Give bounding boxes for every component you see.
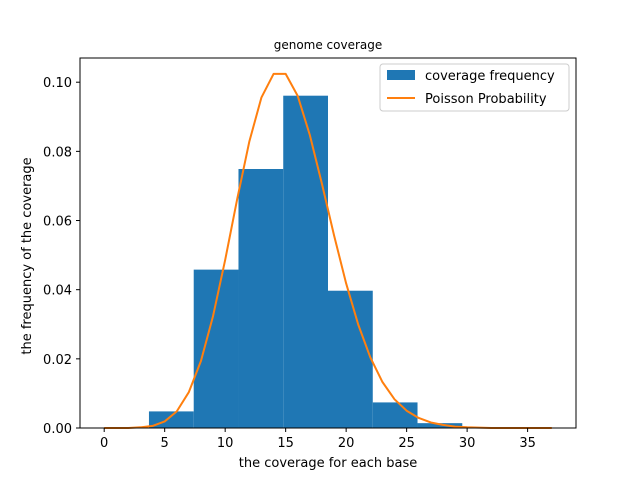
x-tick-label-0: 0 bbox=[100, 436, 108, 451]
y-tick-label-0: 0.00 bbox=[43, 422, 72, 437]
x-tick-label-4: 20 bbox=[338, 436, 355, 451]
x-axis-label: the coverage for each base bbox=[239, 456, 417, 471]
y-tick-label-1: 0.02 bbox=[43, 353, 72, 368]
legend-histogram-label: coverage frequency bbox=[425, 69, 555, 84]
x-tick-label-6: 30 bbox=[459, 436, 476, 451]
x-tick-label-3: 15 bbox=[277, 436, 294, 451]
x-tick-label-2: 10 bbox=[217, 436, 234, 451]
histogram-bar-2 bbox=[238, 169, 284, 428]
histogram-bar-5 bbox=[372, 402, 418, 428]
legend: coverage frequency Poisson Probability bbox=[379, 63, 570, 112]
y-tick-label-4: 0.08 bbox=[43, 145, 72, 160]
histogram-bar-4 bbox=[328, 290, 373, 428]
histogram-bar-3 bbox=[283, 95, 328, 428]
axes-frame bbox=[79, 57, 577, 429]
y-axis-ticks: 0.00 0.02 0.04 0.06 0.08 0.10 bbox=[43, 76, 80, 437]
legend-line-label: Poisson Probability bbox=[425, 92, 547, 107]
y-tick-label-3: 0.06 bbox=[43, 215, 72, 230]
x-tick-label-5: 25 bbox=[398, 436, 415, 451]
legend-histogram-swatch bbox=[387, 70, 415, 80]
x-axis-ticks: 0 5 10 15 20 25 30 35 bbox=[100, 428, 536, 451]
x-tick-label-1: 5 bbox=[161, 436, 169, 451]
y-axis-label: the frequency of the coverage bbox=[20, 157, 35, 354]
histogram-bar-6 bbox=[417, 423, 463, 428]
plot-area bbox=[79, 57, 577, 429]
legend-frame bbox=[379, 63, 570, 112]
histogram-bar-1 bbox=[193, 269, 239, 428]
chart-title: genome coverage bbox=[274, 38, 383, 52]
x-tick-label-7: 35 bbox=[519, 436, 536, 451]
y-tick-label-5: 0.10 bbox=[43, 76, 72, 91]
y-tick-label-2: 0.04 bbox=[43, 284, 72, 299]
